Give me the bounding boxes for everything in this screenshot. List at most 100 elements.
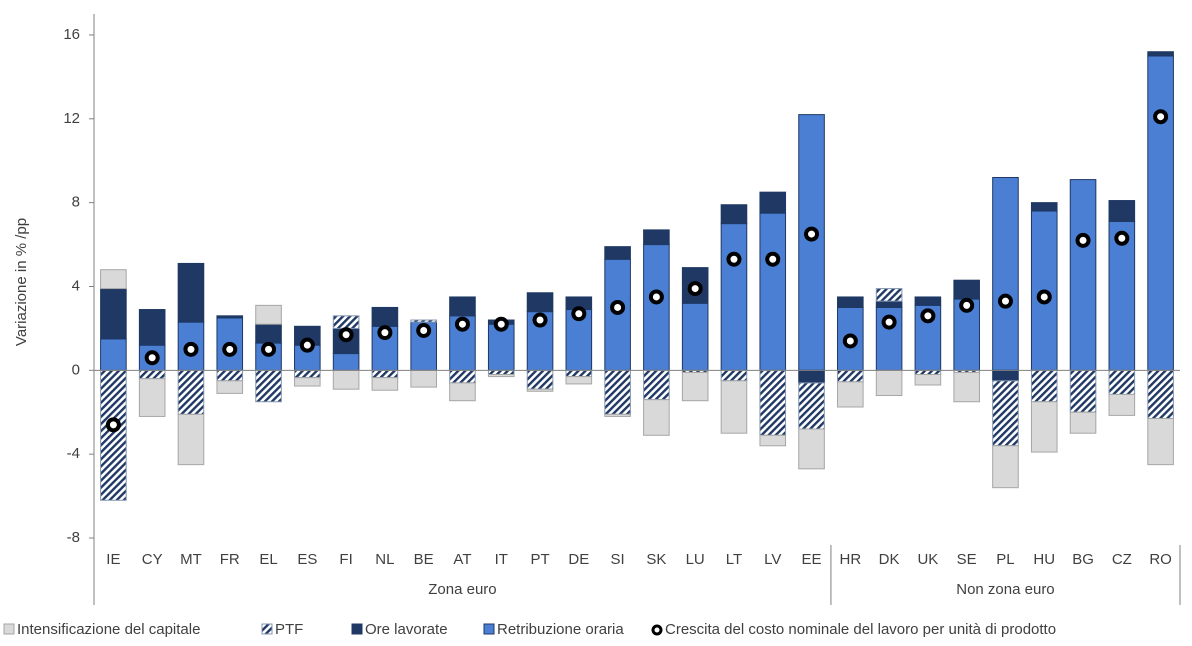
x-tick-label: LT: [726, 551, 742, 568]
x-tick-label: CZ: [1112, 551, 1132, 568]
legend-label: Intensificazione del capitale: [17, 621, 200, 638]
y-tick-label: -4: [67, 445, 80, 462]
dot: [997, 293, 1013, 309]
bar-segment: [1069, 179, 1097, 371]
dot: [571, 306, 587, 322]
dot: [1114, 230, 1130, 246]
dot: [144, 350, 160, 366]
dot: [105, 417, 121, 433]
dot: [183, 341, 199, 357]
bar-segment: [798, 369, 825, 384]
bar-segment: [1030, 369, 1058, 403]
bar-segment: [681, 371, 709, 402]
legend-label: Crescita del costo nominale del lavoro p…: [665, 621, 1056, 638]
y-tick-label: -8: [67, 529, 80, 546]
bar-segment: [1147, 55, 1174, 371]
dot: [804, 226, 820, 242]
bar-segment: [410, 319, 437, 323]
bar-segment: [1108, 200, 1136, 223]
dot: [765, 251, 781, 267]
dot: [842, 333, 858, 349]
bar-segment: [643, 244, 670, 371]
bar-segment: [332, 353, 360, 371]
dot: [610, 299, 626, 315]
x-tick-label: MT: [180, 551, 202, 568]
legend-label: Ore lavorate: [365, 621, 448, 638]
y-tick-label: 12: [63, 110, 80, 127]
bar-segment: [371, 377, 399, 391]
x-tick-label: FR: [220, 551, 240, 568]
dot: [648, 289, 664, 305]
bar-segment: [100, 338, 127, 371]
x-tick-label: HR: [839, 551, 861, 568]
bar-segment: [100, 288, 127, 340]
bar-segment: [681, 302, 709, 371]
bar-segment: [255, 323, 282, 344]
y-axis-label: Variazione in % /pp: [13, 218, 30, 346]
group-label: Non zona euro: [956, 581, 1054, 598]
dot: [1036, 289, 1052, 305]
bar-segment: [1108, 369, 1136, 395]
bar-segment: [914, 296, 942, 306]
dot: [532, 312, 548, 328]
bar-segment: [487, 323, 515, 371]
legend-swatch: [261, 623, 273, 635]
x-tick-label: BE: [414, 551, 434, 568]
bar-segment: [487, 369, 515, 376]
bar-segment: [798, 428, 825, 470]
x-tick-label: EE: [802, 551, 822, 568]
bar-segment: [526, 369, 554, 390]
dot: [1153, 109, 1169, 125]
bar-segment: [138, 309, 166, 346]
dot: [687, 281, 703, 297]
bar-segment: [720, 223, 748, 371]
bar-segment: [992, 369, 1019, 382]
dot: [338, 327, 354, 343]
bar-segment: [294, 377, 321, 387]
bar-segment: [720, 204, 748, 225]
x-tick-label: NL: [375, 551, 394, 568]
x-tick-label: FI: [339, 551, 352, 568]
bar-segment: [1147, 418, 1174, 466]
bar-segment: [604, 413, 631, 417]
bar-segment: [643, 229, 670, 246]
x-tick-label: HU: [1033, 551, 1055, 568]
bar-segment: [798, 114, 825, 371]
bar-segment: [759, 212, 787, 371]
bar-segment: [720, 369, 748, 382]
bar-segment: [1030, 401, 1058, 453]
dot: [1075, 232, 1091, 248]
y-tick-label: 16: [63, 26, 80, 43]
legend-swatch: [351, 623, 363, 635]
dot: [881, 314, 897, 330]
legend-swatch: [483, 623, 495, 635]
x-tick-label: PL: [996, 551, 1014, 568]
y-tick-label: 8: [72, 194, 80, 211]
dot: [299, 337, 315, 353]
x-tick-label: EL: [259, 551, 277, 568]
bar-segment: [953, 371, 980, 403]
bar-segment: [138, 378, 166, 417]
x-tick-label: LU: [686, 551, 705, 568]
bar-segment: [837, 369, 864, 383]
bar-segment: [138, 369, 166, 380]
bar-segment: [1069, 369, 1097, 413]
bar-segment: [643, 399, 670, 436]
bar-segment: [953, 279, 980, 300]
bar-segment: [759, 434, 787, 447]
bar-segment: [100, 369, 127, 501]
bar-segment: [875, 300, 903, 308]
bar-segment: [992, 445, 1019, 489]
bar-segment: [332, 369, 360, 390]
x-tick-label: BG: [1072, 551, 1094, 568]
bar-segment: [177, 413, 205, 466]
dot: [920, 308, 936, 324]
bar-segment: [1030, 202, 1058, 212]
bar-segment: [100, 269, 127, 290]
bar-segment: [177, 369, 205, 415]
bar-segment: [798, 382, 825, 430]
x-tick-label: ES: [297, 551, 317, 568]
dot: [454, 316, 470, 332]
